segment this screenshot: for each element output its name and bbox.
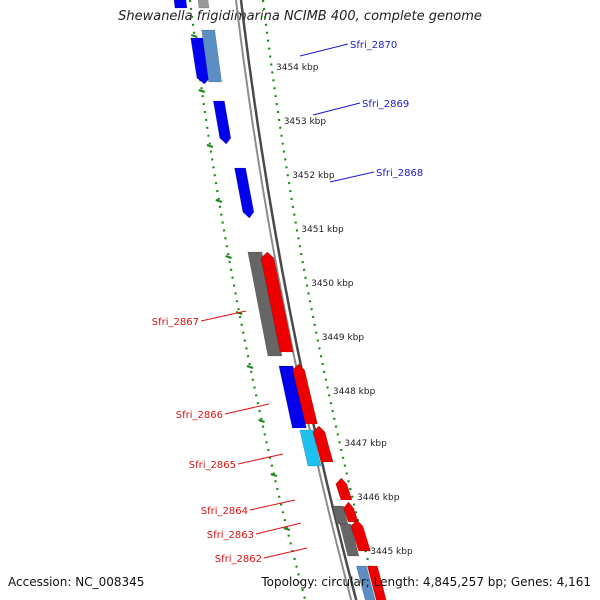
gene-label-sfri-2870: Sfri_2870 — [350, 40, 397, 51]
accession-label: Accession: NC_008345 — [8, 575, 145, 589]
gene-block-sfri-2869 — [212, 100, 232, 145]
gene-block-sfri-2867 — [260, 251, 294, 353]
gene-label-sfri-2866: Sfri_2866 — [176, 410, 223, 421]
backbone-line-inner — [239, 0, 358, 600]
ruler-left-major-tick — [283, 526, 291, 532]
gene-block-bottom-2 — [366, 565, 387, 600]
gene-label-leader — [329, 171, 375, 183]
gene-labels: Sfri_2870 Sfri_2869 Sfri_2868 Sfri_2867 Sfri… — [152, 40, 423, 565]
tick-label: 3452 kbp — [292, 171, 335, 181]
gene-block-bottom-1 — [355, 565, 376, 600]
gene-block-sfri-2862-other — [339, 523, 360, 557]
tick-labels: 3454 kbp 3453 kbp 3452 kbp 3451 kbp 3450 kbp… — [276, 63, 413, 557]
gene-label-sfri-2862: Sfri_2862 — [215, 554, 262, 565]
gene-label-leader — [200, 310, 247, 322]
tick-label: 3446 kbp — [357, 493, 400, 503]
ruler-left-major-tick — [258, 418, 265, 424]
gene-block-sfri-2864 — [335, 477, 353, 501]
gene-label-leader — [255, 522, 302, 535]
gene-block-top-1 — [173, 0, 188, 9]
tick-label: 3453 kbp — [284, 117, 327, 127]
gene-block-sfri-2865 — [312, 425, 334, 463]
tick-label: 3445 kbp — [370, 547, 413, 557]
gene-block-sfri-2870-companion — [201, 29, 222, 83]
tick-label: 3449 kbp — [322, 333, 365, 343]
tick-label: 3450 kbp — [311, 279, 354, 289]
feature-track — [173, 0, 387, 600]
tick-label: 3451 kbp — [301, 225, 344, 235]
gene-label-sfri-2865: Sfri_2865 — [189, 460, 236, 471]
tick-label: 3454 kbp — [276, 63, 319, 73]
gene-label-leader — [237, 453, 284, 465]
tick-label: 3447 kbp — [344, 439, 387, 449]
gene-block-sfri-2865-cyan — [299, 429, 322, 467]
backbone-line-outer — [235, 0, 353, 600]
gene-block-sfri-2867-other — [247, 251, 283, 357]
genome-summary: Topology: circular; Length: 4,845,257 bp… — [261, 575, 591, 589]
gene-label-sfri-2868: Sfri_2868 — [376, 168, 423, 179]
gene-block-top-2 — [197, 0, 210, 9]
ruler-left-major-tick — [246, 364, 254, 370]
gene-label-leader — [299, 43, 349, 57]
gene-label-sfri-2869: Sfri_2869 — [362, 99, 409, 110]
gene-label-leader — [249, 499, 296, 511]
ruler-left-major-tick — [270, 472, 278, 478]
gene-label-leader — [224, 403, 270, 415]
gene-label-leader — [263, 547, 308, 559]
ruler-left-major-tick — [206, 143, 214, 149]
genome-backbone — [235, 0, 358, 600]
gene-label-sfri-2864: Sfri_2864 — [201, 506, 248, 517]
gene-block-sfri-2866 — [292, 363, 318, 425]
ruler-left-major-tick — [198, 88, 206, 94]
gene-block-sfri-2868 — [234, 167, 255, 219]
ruler — [188, 0, 380, 600]
gene-block-sfri-2863 — [343, 501, 359, 523]
gene-label-sfri-2863: Sfri_2863 — [207, 530, 254, 541]
ruler-left-major-tick — [190, 33, 198, 39]
gene-label-sfri-2867: Sfri_2867 — [152, 317, 199, 328]
tick-label: 3448 kbp — [333, 387, 376, 397]
ruler-left-major-tick — [215, 198, 223, 204]
ruler-left-major-tick — [225, 254, 232, 260]
gene-label-leader — [312, 102, 361, 116]
gene-block-sfri-2866-forward — [278, 365, 307, 429]
genome-title: Shewanella frigidimarina NCIMB 400, comp… — [118, 9, 482, 24]
gene-block-sfri-2862 — [350, 519, 371, 552]
